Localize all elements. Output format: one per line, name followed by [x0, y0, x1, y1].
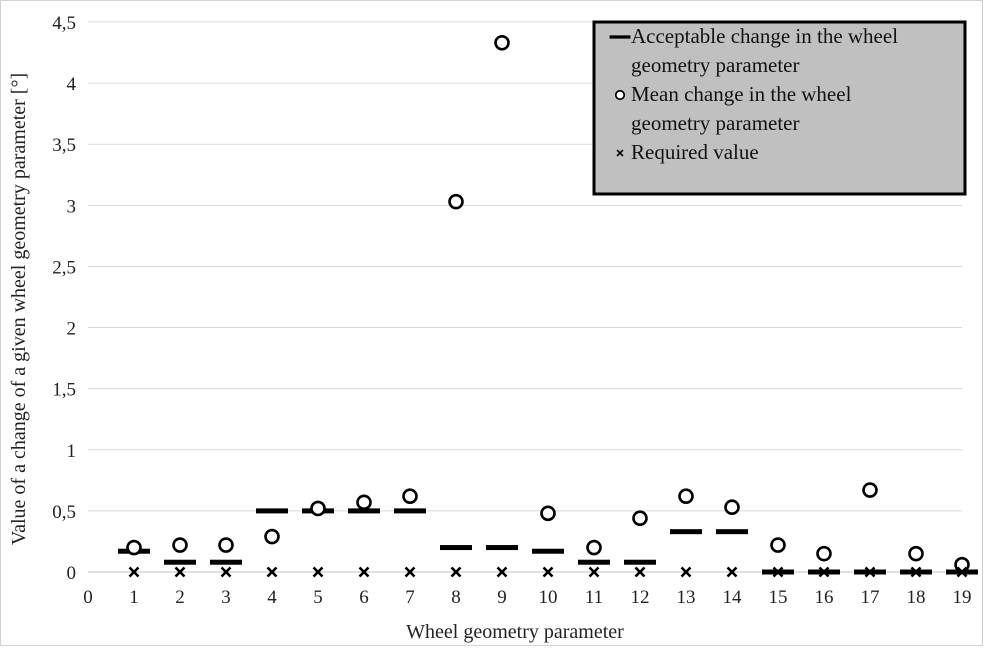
point-circle — [632, 510, 648, 527]
x-tick-label: 4 — [267, 587, 277, 608]
x-tick-label: 14 — [723, 587, 743, 608]
y-tick-label: 3,5 — [52, 135, 76, 156]
y-axis-title: Value of a change of a given wheel geome… — [8, 73, 30, 545]
y-tick-label: 4 — [67, 74, 77, 95]
x-tick-label: 8 — [451, 587, 461, 608]
point-dash — [394, 508, 426, 514]
point-circle — [356, 494, 372, 511]
legend-entry-text: geometry parameter — [631, 111, 800, 135]
legend-entry-text: Mean change in the wheel — [631, 82, 852, 106]
point-x — [496, 566, 508, 578]
y-tick-label: 4,5 — [52, 13, 76, 34]
y-tick-label: 1 — [67, 441, 77, 462]
x-tick-label: 1 — [129, 587, 139, 608]
point-dash — [670, 529, 702, 535]
point-circle — [310, 500, 326, 517]
point-x — [404, 566, 416, 578]
x-tick-label: 18 — [907, 587, 926, 608]
point-x — [634, 566, 646, 578]
y-axis-ticks: 0 0,5 1 1,5 2 2,5 3 3,5 4 4,5 — [52, 13, 76, 584]
point-circle — [816, 545, 832, 562]
x-tick-label: 10 — [539, 587, 558, 608]
y-tick-label: 2,5 — [52, 257, 76, 278]
x-tick-label: 9 — [497, 587, 507, 608]
point-x — [358, 566, 370, 578]
x-tick-label: 13 — [677, 587, 696, 608]
point-x — [266, 566, 278, 578]
point-dash — [532, 548, 564, 554]
point-x — [174, 566, 186, 578]
y-tick-label: 1,5 — [52, 380, 76, 401]
x-tick-label: 5 — [313, 587, 323, 608]
x-tick-label: 12 — [631, 587, 650, 608]
point-circle — [724, 499, 740, 516]
point-dash — [716, 529, 748, 535]
x-tick-label: 17 — [861, 587, 880, 608]
point-dash — [348, 508, 380, 514]
point-x — [312, 566, 324, 578]
point-x — [956, 566, 968, 578]
point-circle — [770, 537, 786, 553]
point-x — [910, 566, 922, 578]
point-x — [450, 566, 462, 578]
point-x — [588, 566, 600, 578]
x-tick-label: 7 — [405, 587, 415, 608]
x-tick-label: 19 — [953, 587, 972, 608]
point-circle — [540, 505, 556, 522]
y-tick-label: 3 — [67, 196, 77, 217]
point-circle — [126, 539, 142, 556]
point-circle — [586, 539, 602, 556]
point-dash — [440, 545, 472, 551]
x-tick-label: 6 — [359, 587, 369, 608]
x-tick-label: 16 — [815, 587, 834, 608]
point-dash — [578, 559, 610, 565]
point-circle — [218, 537, 234, 553]
point-dash — [486, 545, 518, 551]
point-x — [680, 566, 692, 578]
point-x — [864, 566, 876, 578]
point-circle — [678, 488, 694, 505]
legend-marker-x — [616, 149, 624, 157]
point-x — [772, 566, 784, 578]
point-dash — [164, 559, 196, 565]
point-x — [220, 566, 232, 578]
legend-marker-dash — [609, 35, 631, 39]
x-tick-label: 3 — [221, 587, 231, 608]
x-axis-title: Wheel geometry parameter — [406, 621, 624, 643]
legend-marker-circle — [614, 89, 626, 101]
point-dash — [210, 559, 242, 565]
x-tick-label: 11 — [585, 587, 603, 608]
y-tick-label: 2 — [67, 319, 77, 340]
y-tick-label: 0,5 — [52, 502, 76, 523]
x-tick-label: 2 — [175, 587, 185, 608]
point-x — [128, 566, 140, 578]
legend: Acceptable change in the wheel geometry p… — [592, 20, 967, 196]
legend-entry-text: Required value — [631, 140, 759, 164]
point-x — [726, 566, 738, 578]
point-dash — [256, 508, 288, 514]
y-tick-label: 0 — [67, 563, 77, 584]
point-circle — [908, 545, 924, 562]
legend-box — [592, 20, 967, 196]
x-axis-ticks: 0 1 2 3 4 5 6 7 8 9 10 11 12 13 14 15 16 17 18 19 — [83, 587, 971, 608]
legend-entry-text: Acceptable change in the wheel — [631, 24, 898, 48]
point-circle — [402, 488, 418, 505]
point-circle — [172, 537, 188, 553]
legend-entry-text: geometry parameter — [631, 53, 800, 77]
point-x — [542, 566, 554, 578]
point-circle — [862, 482, 878, 498]
x-tick-label: 15 — [769, 587, 788, 608]
point-circle — [264, 528, 280, 545]
point-circle — [494, 34, 510, 51]
point-circle — [448, 193, 464, 210]
point-dash — [624, 559, 656, 565]
point-x — [818, 566, 830, 578]
x-tick-label: 0 — [83, 587, 93, 608]
data-marks — [118, 34, 978, 578]
